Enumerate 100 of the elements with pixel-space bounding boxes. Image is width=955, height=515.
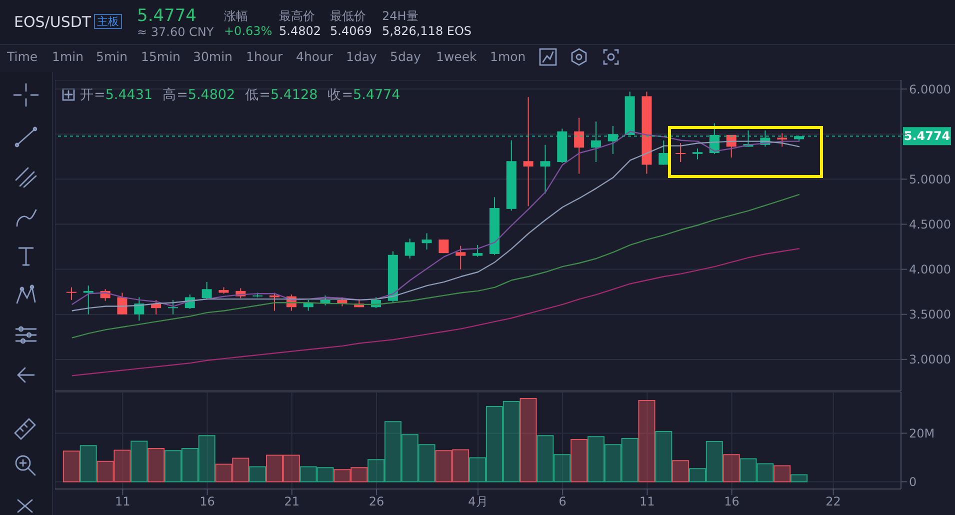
y-tick-label: 3.0000 — [909, 352, 951, 367]
candlestick — [574, 117, 584, 174]
bar — [536, 435, 554, 482]
candlestick — [692, 148, 702, 160]
text: Time — [7, 49, 38, 64]
text: 24H量 — [382, 8, 418, 25]
text: 高= — [162, 87, 188, 103]
candlestick — [134, 296, 144, 322]
text: 最低价 — [330, 8, 366, 25]
bar — [672, 460, 690, 482]
text: 1min — [52, 49, 84, 64]
text: 1day — [346, 49, 377, 64]
bar — [604, 444, 622, 482]
candlestick — [202, 281, 212, 300]
bar — [722, 454, 740, 482]
candlestick — [456, 245, 466, 270]
bar — [350, 467, 368, 482]
chart-subtitle: 主板 — [94, 14, 122, 29]
x-tick-label: 11 — [640, 494, 655, 509]
x-tick-label: 6 — [558, 494, 566, 509]
bar — [621, 438, 638, 482]
bar — [502, 400, 520, 482]
bar — [401, 434, 418, 482]
bar — [486, 406, 503, 482]
x-tick-label: 16 — [200, 494, 215, 509]
bar — [266, 454, 283, 482]
bar — [790, 474, 808, 482]
candlestick — [168, 299, 178, 315]
x-tick-label: 11 — [115, 494, 130, 509]
text: 5.4774 — [137, 6, 196, 26]
bar — [587, 436, 604, 482]
bar — [80, 445, 97, 482]
candlestick — [777, 132, 788, 148]
x-tick-label: 4月 — [468, 494, 488, 509]
line-series — [71, 248, 800, 376]
bar — [232, 458, 250, 482]
bar — [114, 450, 131, 482]
bar — [740, 458, 757, 482]
y-tick-label: 6.0000 — [909, 82, 951, 96]
bar — [435, 450, 452, 482]
bar — [384, 421, 402, 482]
bar — [469, 457, 486, 482]
bar — [316, 467, 334, 482]
bar — [452, 449, 470, 482]
bar — [570, 439, 588, 482]
text: 收= — [328, 87, 353, 103]
text: 1hour — [246, 49, 283, 64]
candlestick — [540, 144, 550, 194]
y-tick-label: 20M — [909, 426, 935, 440]
bar — [282, 454, 300, 482]
text: 5,826,118 EOS — [382, 24, 472, 38]
candlestick — [438, 239, 449, 254]
candlestick — [676, 142, 686, 163]
candlestick — [523, 96, 534, 207]
bar — [249, 466, 266, 482]
bar — [334, 469, 351, 482]
bar — [638, 400, 656, 482]
bar — [164, 450, 182, 482]
y-tick-label: 4.0000 — [909, 262, 951, 277]
y-tick-label: 5.0000 — [909, 172, 951, 186]
bar — [520, 398, 537, 482]
bar — [300, 466, 317, 482]
candlestick — [472, 244, 483, 258]
text: 5min — [96, 49, 128, 64]
bar — [774, 465, 791, 482]
bar — [756, 463, 774, 482]
text: 1mon — [490, 49, 526, 64]
y-tick-label: 3.5000 — [909, 308, 951, 322]
text: 5.4802 — [279, 24, 321, 38]
x-tick-label: 22 — [826, 494, 841, 509]
candlestick — [66, 286, 76, 300]
ref-line-label: 5.4774 — [904, 129, 950, 144]
candlestick — [404, 238, 415, 259]
text: ≈ 37.60 CNY — [137, 25, 214, 39]
bar — [706, 440, 723, 482]
annotation: 低=5.4128 — [245, 87, 318, 103]
text: 15min — [141, 49, 180, 64]
text: 1week — [436, 49, 477, 64]
bar — [215, 464, 232, 482]
annotation: 开=5.4431 — [80, 87, 153, 103]
bar — [96, 460, 114, 482]
bar — [368, 459, 385, 482]
bar — [554, 454, 571, 482]
x-tick-label: 16 — [724, 494, 740, 509]
text: 5day — [390, 49, 421, 64]
text: 涨幅 — [224, 8, 248, 25]
text: +0.63% — [224, 24, 272, 38]
text: 4hour — [296, 49, 333, 64]
y-tick-label: 0 — [909, 474, 917, 489]
x-tick-label: 26 — [368, 494, 384, 509]
candlestick — [422, 232, 432, 250]
bar — [181, 448, 198, 482]
bar — [148, 448, 165, 482]
text: 5.4069 — [330, 24, 372, 38]
x-tick-label: 21 — [284, 494, 300, 509]
annotation: 5.4774 — [353, 87, 400, 103]
bar — [130, 440, 148, 482]
bar — [689, 468, 706, 482]
text: 最高价 — [279, 8, 315, 25]
annotation: 5.4802 — [188, 87, 236, 103]
